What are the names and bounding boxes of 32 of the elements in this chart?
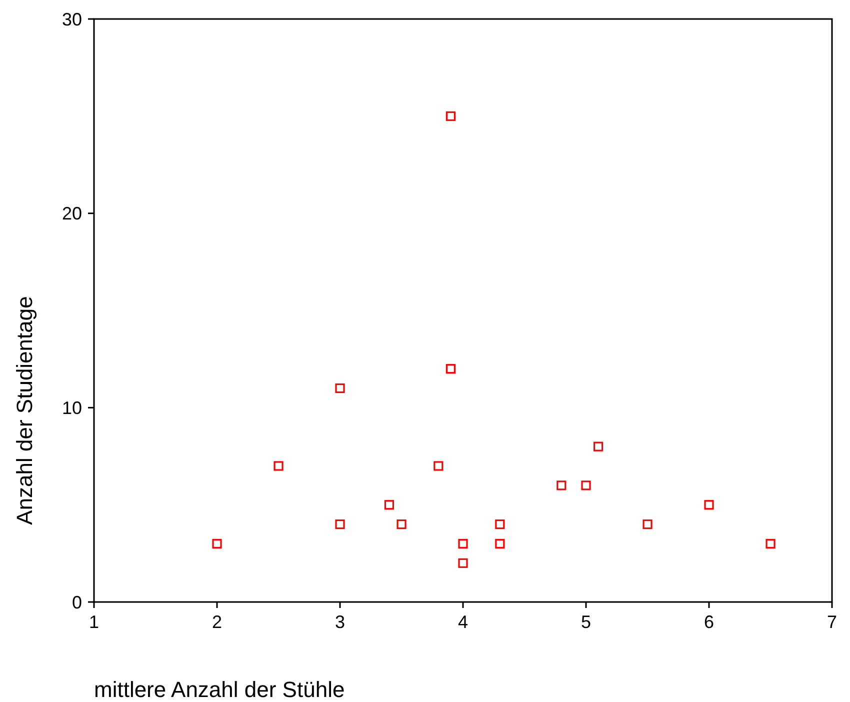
x-tick-label: 2 xyxy=(212,612,222,632)
x-tick-label: 7 xyxy=(826,612,838,632)
point xyxy=(212,538,222,548)
point xyxy=(556,480,566,490)
point xyxy=(495,538,505,548)
y-tick-label: 30 xyxy=(62,9,82,30)
point xyxy=(335,383,345,394)
point xyxy=(396,519,406,530)
point xyxy=(446,364,456,374)
point xyxy=(495,519,505,530)
x-tick-label: 4 xyxy=(458,612,468,632)
point xyxy=(274,461,284,471)
point xyxy=(642,519,652,530)
y-axis-title: Anzahl der Studientage xyxy=(12,296,37,525)
point xyxy=(434,461,444,471)
point xyxy=(335,519,345,530)
x-tick-label: 3 xyxy=(334,612,346,632)
x-tick-label: 6 xyxy=(704,612,714,632)
point xyxy=(594,442,604,452)
y-tick-label: 20 xyxy=(62,204,82,224)
x-tick-label: 1 xyxy=(88,612,100,632)
point xyxy=(384,500,394,510)
point xyxy=(458,558,468,568)
y-tick-label: 10 xyxy=(62,398,82,418)
y-tick-label: 0 xyxy=(72,592,82,612)
point xyxy=(446,111,456,121)
point xyxy=(766,538,776,548)
point xyxy=(704,500,714,510)
x-axis-title: mittlere Anzahl der Stühle xyxy=(94,677,345,702)
point xyxy=(581,480,591,490)
point xyxy=(458,538,468,548)
x-tick-label: 5 xyxy=(580,612,592,632)
